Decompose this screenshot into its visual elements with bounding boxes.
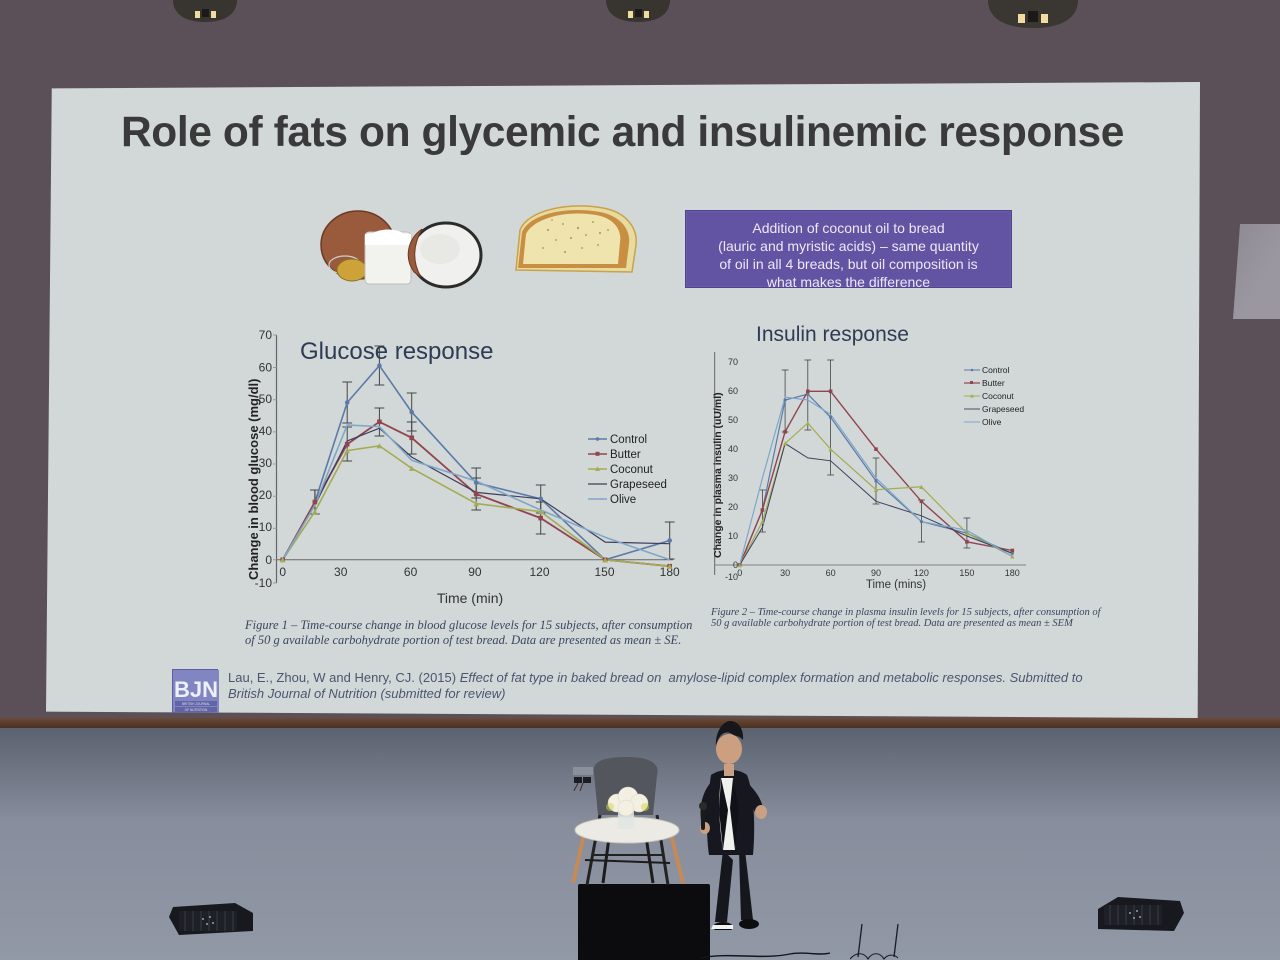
svg-text:Grapeseed: Grapeseed <box>610 479 667 491</box>
svg-text:Olive: Olive <box>982 417 1002 427</box>
svg-text:Butter: Butter <box>982 378 1005 388</box>
svg-text:BRITISH JOURNAL: BRITISH JOURNAL <box>182 702 211 706</box>
svg-text:Coconut: Coconut <box>610 464 654 476</box>
svg-text:Butter: Butter <box>610 449 641 461</box>
svg-text:Coconut: Coconut <box>982 391 1014 401</box>
svg-text:OF NUTRITION: OF NUTRITION <box>185 708 208 712</box>
svg-text:BJN: BJN <box>174 677 218 702</box>
svg-text:Control: Control <box>610 434 647 446</box>
svg-text:Control: Control <box>982 365 1010 375</box>
svg-text:Olive: Olive <box>610 494 636 506</box>
svg-text:Grapeseed: Grapeseed <box>982 404 1024 414</box>
